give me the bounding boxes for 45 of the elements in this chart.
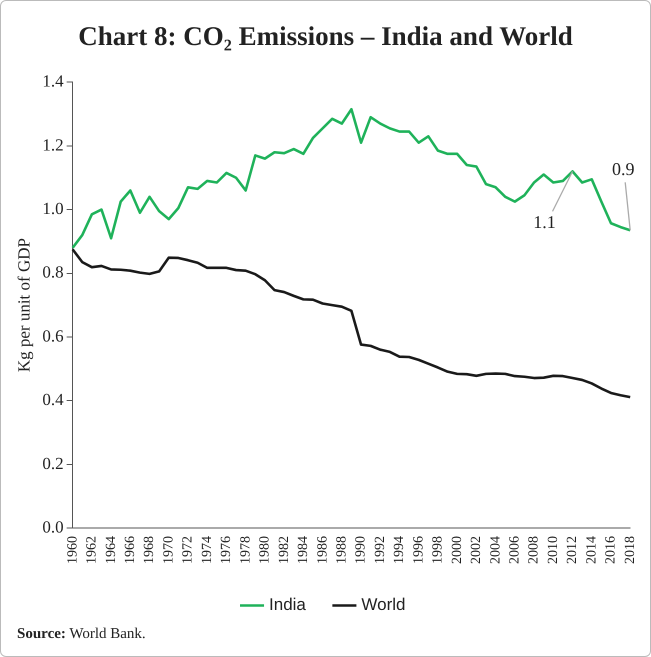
x-tick-label: 1976	[219, 536, 234, 564]
annotation: 0.9	[612, 159, 634, 180]
y-tick-label: 0.6	[42, 326, 64, 346]
x-tick-label: 2012	[565, 536, 580, 564]
x-tick-label: 1988	[334, 536, 350, 564]
x-tick-label: 1960	[65, 536, 80, 564]
y-tick-label: 0.8	[42, 262, 64, 282]
y-tick-label: 1.0	[42, 199, 64, 218]
x-tick-label: 1966	[123, 536, 138, 564]
y-tick-label: 1.4	[42, 72, 64, 91]
source-note: Source: World Bank.	[17, 626, 146, 643]
annotation: 1.1	[533, 212, 556, 232]
x-tick-label: 1998	[430, 536, 446, 564]
x-tick-label: 2010	[546, 536, 561, 564]
x-tick-label: 2014	[584, 536, 600, 564]
x-tick-label: 1970	[161, 536, 176, 564]
x-tick-label: 1992	[372, 536, 388, 564]
x-tick-label: 2000	[450, 536, 465, 564]
x-tick-label: 1964	[104, 536, 119, 564]
x-tick-label: 1994	[392, 536, 408, 564]
x-tick-label: 1982	[276, 536, 292, 564]
legend-label: World	[361, 595, 406, 614]
x-tick-label: 2018	[622, 536, 638, 564]
x-tick-label: 1996	[411, 536, 426, 564]
legend-label: India	[269, 595, 306, 614]
x-tick-label: 2006	[508, 536, 523, 564]
x-tick-label: 1968	[142, 536, 158, 564]
x-tick-label: 1990	[354, 536, 369, 564]
y-tick-label: 0.2	[42, 454, 64, 473]
x-tick-label: 1984	[296, 536, 312, 564]
chart-title: Chart 8: CO₂ Emissions – India and World	[77, 21, 574, 52]
x-tick-label: 1986	[315, 536, 330, 564]
x-tick-label: 2008	[526, 536, 542, 564]
x-tick-label: 1962	[84, 536, 100, 564]
y-tick-label: 0.4	[42, 390, 64, 410]
x-tick-label: 2002	[469, 536, 484, 564]
x-tick-label: 1972	[180, 536, 196, 564]
y-axis-title: Kg per unit of GDP	[14, 238, 34, 372]
y-tick-label: 0.0	[42, 517, 64, 536]
x-tick-label: 1978	[238, 536, 254, 564]
x-tick-label: 2016	[604, 536, 619, 564]
y-tick-label: 1.2	[42, 135, 64, 154]
x-tick-label: 2004	[488, 536, 504, 564]
x-tick-label: 1974	[200, 536, 215, 564]
x-tick-label: 1980	[258, 536, 273, 564]
